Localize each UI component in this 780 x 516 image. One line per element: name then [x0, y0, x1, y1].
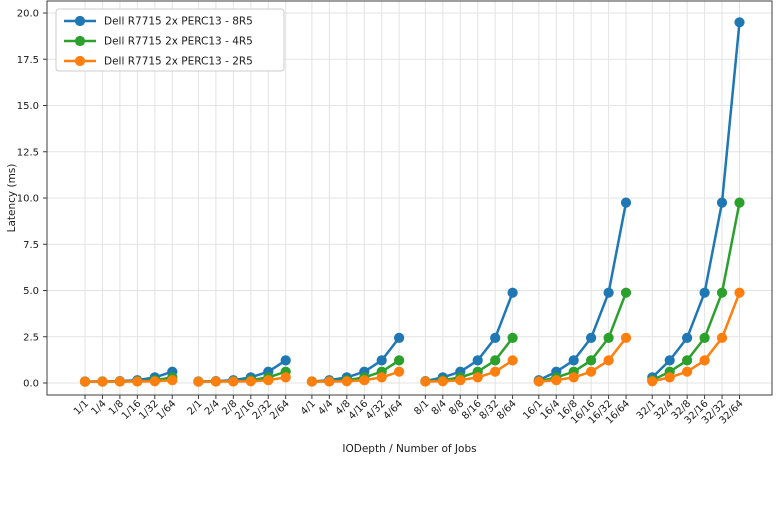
legend-label: Dell R7715 2x PERC13 - 2R5 [104, 56, 253, 68]
series-2r5 [79, 287, 745, 387]
y-axis: 0.0 2.5 5.0 7.5 10.0 12.5 15.0 17.5 20.0 [17, 9, 47, 390]
legend-marker [74, 35, 86, 47]
data-point [341, 376, 352, 387]
legend-marker [74, 15, 86, 27]
data-point [603, 287, 614, 298]
data-point [734, 287, 745, 298]
data-point [716, 287, 728, 298]
data-point [603, 332, 614, 343]
chart-legend: Dell R7715 2x PERC13 - 8R5 Dell R7715 2x … [55, 8, 285, 72]
data-point [603, 355, 614, 366]
data-point [114, 376, 125, 387]
data-point [716, 197, 728, 208]
legend-item: Dell R7715 2x PERC13 - 2R5 [64, 56, 253, 68]
data-point [682, 366, 693, 377]
data-point [490, 332, 501, 343]
data-point [149, 376, 160, 387]
data-point [664, 372, 675, 383]
x-axis-title: IODepth / Number of Jobs [342, 443, 476, 455]
data-point [394, 355, 405, 366]
data-point [455, 375, 466, 386]
data-point [682, 355, 693, 366]
data-point [716, 332, 728, 343]
data-point [324, 376, 335, 387]
data-point [394, 332, 405, 343]
data-point [586, 355, 597, 366]
data-point [699, 355, 710, 366]
data-point [193, 376, 204, 387]
data-point [620, 332, 632, 343]
data-point [472, 355, 483, 366]
legend-label: Dell R7715 2x PERC13 - 4R5 [104, 36, 253, 48]
data-point [394, 366, 405, 377]
data-point [568, 372, 579, 383]
data-point [699, 332, 710, 343]
data-point [647, 376, 658, 387]
y-axis-title: Latency (ms) [6, 164, 18, 233]
y-tick-label: 12.5 [17, 147, 39, 158]
data-point [620, 197, 632, 208]
data-point [472, 372, 483, 383]
data-point [734, 197, 745, 208]
data-point [490, 355, 501, 366]
y-tick-label: 15.0 [17, 101, 39, 112]
data-point [734, 17, 745, 28]
y-tick-label: 10.0 [17, 194, 39, 205]
data-point [280, 355, 291, 366]
data-point [79, 376, 91, 387]
data-point [664, 355, 675, 366]
data-point [507, 287, 518, 298]
data-point [586, 366, 597, 377]
data-point [263, 375, 274, 386]
data-point [568, 355, 579, 366]
y-tick-label: 0.0 [23, 379, 39, 390]
data-point [132, 376, 143, 387]
y-tick-label: 2.5 [23, 332, 39, 343]
data-point [490, 366, 501, 377]
y-tick-label: 17.5 [17, 55, 39, 66]
data-point [167, 375, 178, 386]
data-point [376, 372, 387, 383]
data-point [533, 376, 544, 387]
legend-marker [74, 55, 86, 67]
data-point [420, 376, 431, 387]
data-point [507, 332, 518, 343]
legend-item: Dell R7715 2x PERC13 - 8R5 [64, 16, 253, 28]
legend-item: Dell R7715 2x PERC13 - 4R5 [64, 36, 253, 48]
data-point [359, 375, 370, 386]
legend-label: Dell R7715 2x PERC13 - 8R5 [104, 16, 253, 28]
data-point [507, 355, 518, 366]
y-tick-label: 20.0 [17, 9, 39, 20]
data-point [97, 376, 108, 387]
y-tick-label: 7.5 [23, 240, 39, 251]
legend-box [55, 8, 285, 72]
data-point [376, 355, 387, 366]
data-point [245, 376, 256, 387]
data-point [210, 376, 221, 387]
data-point [551, 375, 562, 386]
data-point [586, 332, 597, 343]
data-point [280, 372, 291, 383]
data-point [228, 376, 239, 387]
data-point [682, 332, 693, 343]
data-point [306, 376, 317, 387]
data-point [437, 376, 448, 387]
data-point [699, 287, 710, 298]
y-tick-label: 5.0 [23, 286, 39, 297]
data-point [620, 287, 632, 298]
